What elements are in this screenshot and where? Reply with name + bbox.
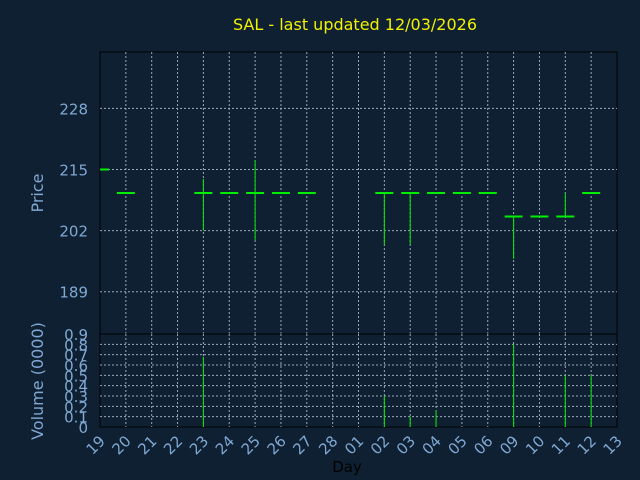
volume-y-axis-label: Volume (0000) [28,322,47,440]
ohlc-bar [556,193,575,218]
volume-y-tick-label: 0.5 [64,367,88,385]
ohlc-bar [401,192,420,245]
volume-y-tick-label: 0.2 [64,398,88,416]
ohlc-bar [375,192,394,245]
price-y-tick-label: 189 [59,284,88,302]
price-panel: 189 202 215 228 Price [28,51,618,335]
ohlc-bar [246,160,265,240]
volume-y-tick-label: 0.8 [64,336,88,354]
volume-y-ticks: 00.10.20.30.40.50.60.70.80.9 [64,326,88,437]
price-bars [100,160,601,259]
chart-title: SAL - last updated 12/03/2026 [233,15,477,34]
volume-panel: 00.10.20.30.40.50.60.70.80.9 Volume (000… [28,322,618,440]
ohlc-bar [194,178,213,231]
volume-y-tick-label: 0.3 [64,388,88,406]
price-y-tick-label: 202 [59,223,88,241]
price-y-tick-label: 228 [59,100,88,118]
volume-y-tick-label: 0.1 [64,409,88,427]
x-axis-label: Day [332,458,362,476]
volume-y-tick-label: 0.4 [64,378,88,396]
volume-y-tick-label: 0.9 [64,326,88,344]
ohlc-bar [504,215,523,259]
price-y-axis-label: Price [28,173,47,212]
price-y-ticks: 189 202 215 228 [59,100,88,301]
volume-bars [202,344,592,427]
volume-y-tick-label: 0.7 [64,347,88,365]
volume-y-tick-label: 0.6 [64,357,88,375]
price-y-tick-label: 215 [59,162,88,180]
volume-y-tick-label: 0 [78,419,88,437]
